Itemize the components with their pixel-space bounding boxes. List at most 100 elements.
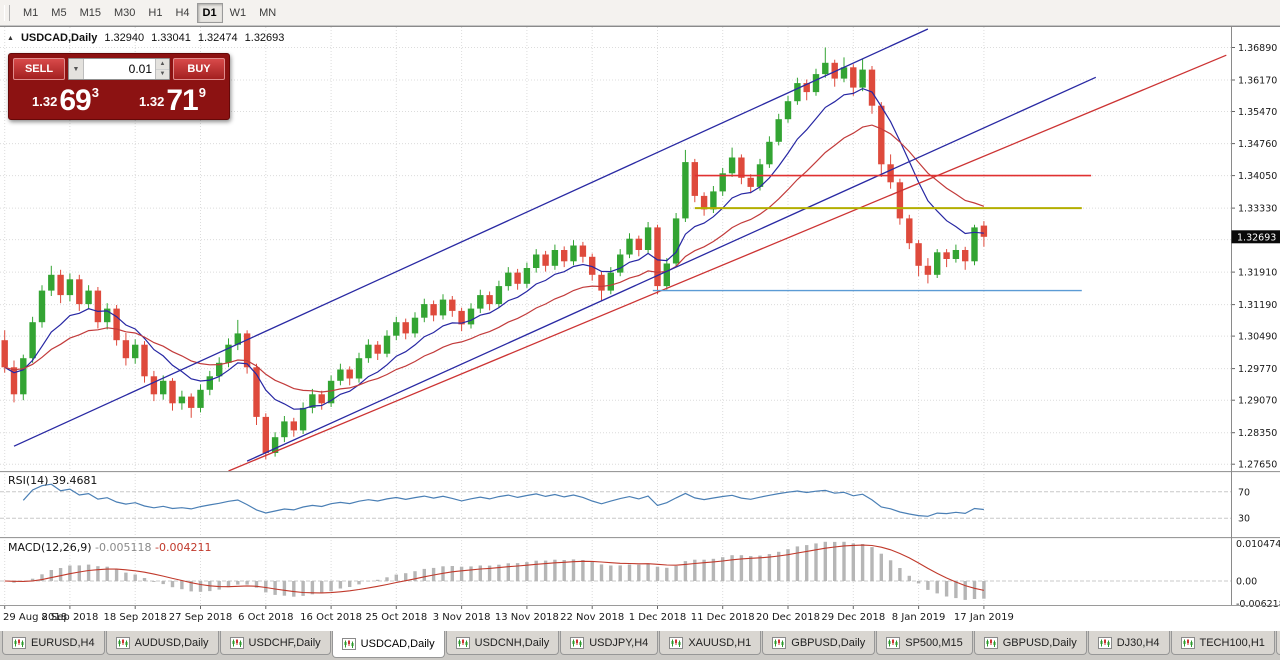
timeframe-button-d1[interactable]: D1 [196,2,223,23]
svg-text:13 Nov 2018: 13 Nov 2018 [495,612,559,623]
pane-separator[interactable] [0,471,1280,473]
chart-icon [341,638,356,650]
ascending-red-trendline[interactable] [228,54,1227,472]
macd-signal-line [4,544,985,594]
svg-text:1.32693: 1.32693 [1237,232,1276,243]
chart-tab-label: DJ30,H4 [1116,636,1160,649]
chart-icon [669,636,684,649]
lot-spinner: ▲ ▼ [155,59,169,79]
chart-canvas[interactable]: 70 30 RSI(14) 39.4681 MACD(12,26,9) -0.0051… [0,27,1280,631]
buy-button[interactable]: BUY [173,58,225,80]
svg-text:1.31910: 1.31910 [1238,268,1277,279]
chart-tab-usdjpy-h4[interactable]: USDJPY,H4 [560,631,659,655]
timeframe-button-m15[interactable]: M15 [74,3,107,23]
rsi-line [22,483,984,517]
chart-tab-label: GBPUSD,Daily [1002,636,1077,649]
svg-text:18 Sep 2018: 18 Sep 2018 [104,612,167,623]
svg-text:8 Jan 2019: 8 Jan 2019 [892,612,946,623]
chart-tab-sp500-m15[interactable]: SP500,M15 [876,631,973,655]
chart-tabs-bar: EURUSD,H4 AUDUSD,Daily USDCHF,Daily USDCAD,… [0,630,1280,660]
svg-text:8 Sep 2018: 8 Sep 2018 [41,612,98,623]
sell-price-display: 1.32 69 3 [32,83,99,117]
chart-tab-label: GBPUSD,Daily [791,636,866,649]
macd-label: MACD(12,26,9) -0.005118 -0.004211 [8,541,211,554]
pane-separator[interactable] [0,537,1280,539]
chart-tab-label: USDCHF,Daily [248,636,321,649]
candlestick-series [1,47,988,460]
chart-icon [12,636,26,649]
svg-text:22 Nov 2018: 22 Nov 2018 [560,612,624,623]
svg-text:1.35470: 1.35470 [1238,107,1277,118]
timeframe-toolbar: M1 M5 M15 M30 H1 H4 D1 W1 MN [0,0,1280,26]
chart-tab-eurusd-h4[interactable]: EURUSD,H4 [2,631,105,655]
chart-icon [772,636,787,649]
lot-size-input[interactable] [84,59,155,79]
ma-slow-line [4,124,985,393]
svg-text:1.33330: 1.33330 [1238,204,1277,215]
chart-grid [0,27,1231,605]
toolbar-grip[interactable] [4,4,10,21]
svg-text:29 Aug 2018: 29 Aug 2018 [3,612,67,623]
chart-tab-tech100-h1[interactable]: TECH100,H1 [1170,631,1275,655]
svg-text:25 Oct 2018: 25 Oct 2018 [365,612,427,623]
rsi-label: RSI(14) 39.4681 [8,474,97,487]
channel-upper-trendline[interactable] [13,28,929,447]
svg-text:0.010474: 0.010474 [1236,539,1280,550]
chart-tab-xauusd-h1[interactable]: XAUUSD,H1 [659,631,762,655]
chart-tab-usdcad-daily[interactable]: USDCAD,Daily [331,631,445,658]
chart-tab-label: USDJPY,H4 [589,636,649,649]
svg-text:-0.006218: -0.006218 [1236,599,1280,610]
svg-text:30: 30 [1238,514,1250,525]
svg-text:1.34050: 1.34050 [1238,171,1277,182]
buy-price-display: 1.32 71 9 [139,83,206,117]
svg-text:1.29070: 1.29070 [1238,396,1277,407]
chart-tab-dj30-h4[interactable]: DJ30,H4 [1087,631,1170,655]
chart-tab-label: XAUUSD,H1 [688,636,752,649]
lot-dropdown-button[interactable]: ▼ [69,59,84,79]
lot-decrease-button[interactable]: ▼ [156,69,169,79]
svg-text:17 Jan 2019: 17 Jan 2019 [954,612,1014,623]
current-price-tag: 1.32693 [1231,230,1280,244]
timeframe-button-mn[interactable]: MN [253,3,282,23]
svg-text:29 Dec 2018: 29 Dec 2018 [821,612,885,623]
svg-text:1.29770: 1.29770 [1238,364,1277,375]
chart-tab-gbpusd-daily[interactable]: GBPUSD,Daily [973,631,1087,655]
chart-tab-gbpusd-daily[interactable]: GBPUSD,Daily [762,631,876,655]
chart-tab-audusd-daily[interactable]: AUDUSD,Daily [105,631,219,655]
chart-tab-label: SP500,M15 [905,636,963,649]
chart-icon [455,636,470,649]
chart-tab-label: EURUSD,H4 [31,636,95,649]
timeframe-button-m1[interactable]: M1 [17,3,44,23]
sell-button[interactable]: SELL [13,58,65,80]
timeframe-button-h1[interactable]: H1 [142,3,168,23]
chart-icon [1180,636,1195,649]
svg-text:1.28350: 1.28350 [1238,428,1277,439]
chart-tab-ukoil-h1[interactable]: UKOil,H1 [1275,631,1280,655]
lot-increase-button[interactable]: ▲ [156,59,169,70]
svg-text:16 Oct 2018: 16 Oct 2018 [300,612,362,623]
timeframe-button-h4[interactable]: H4 [169,3,195,23]
svg-text:1.31190: 1.31190 [1238,300,1277,311]
svg-text:1.27650: 1.27650 [1238,460,1277,471]
timeframe-button-m5[interactable]: M5 [45,3,72,23]
timeframe-button-w1[interactable]: W1 [224,3,253,23]
timeframe-buttons: M1 M5 M15 M30 H1 H4 D1 W1 MN [17,2,282,23]
ma-fast-line [4,87,984,410]
chart-icon [886,636,901,649]
svg-text:1.30490: 1.30490 [1238,332,1277,343]
svg-text:20 Dec 2018: 20 Dec 2018 [756,612,820,623]
svg-text:27 Sep 2018: 27 Sep 2018 [169,612,232,623]
price-scale[interactable]: 1.36890 1.36170 1.35470 1.34760 1.34050 1.333… [1231,27,1280,605]
chart-tab-usdchf-daily[interactable]: USDCHF,Daily [219,631,331,655]
macd-histogram [12,541,986,600]
chart-tab-label: USDCAD,Daily [360,638,435,650]
timeframe-button-m30[interactable]: M30 [108,3,141,23]
chart-icon [570,636,585,649]
channel-lower-trendline[interactable] [246,76,1097,462]
chart-tab-label: AUDUSD,Daily [134,636,209,649]
chart-tab-usdcnh-daily[interactable]: USDCNH,Daily [445,631,560,655]
svg-text:70: 70 [1238,487,1250,498]
